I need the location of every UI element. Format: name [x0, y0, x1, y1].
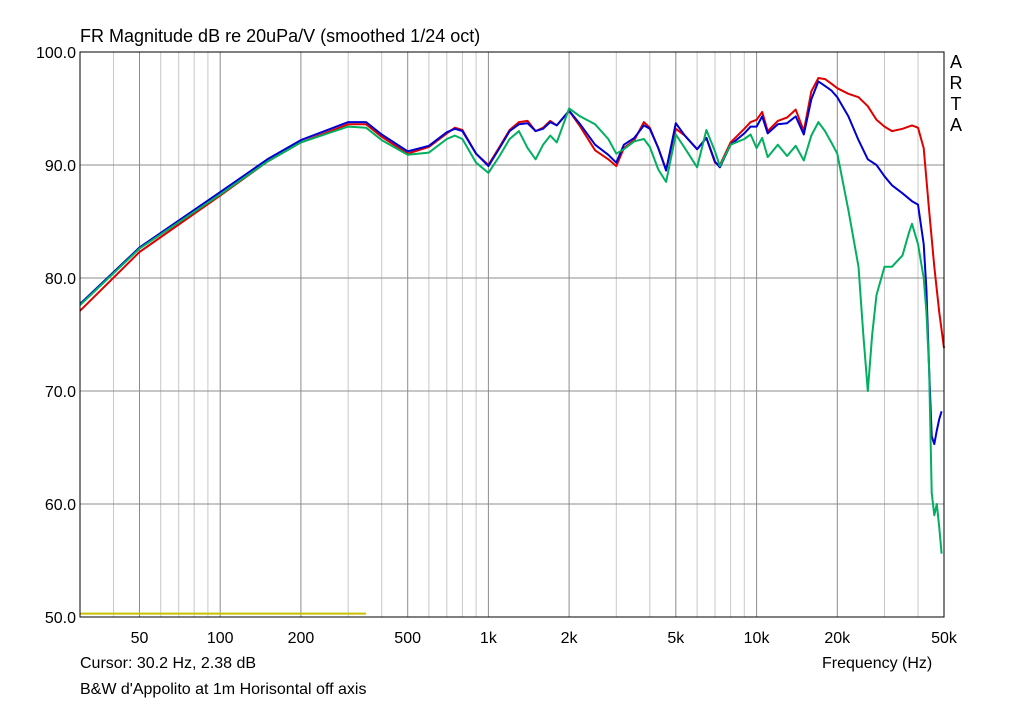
arta-letter: R [949, 73, 963, 93]
arta-letter: A [949, 52, 962, 72]
x-axis-label: Frequency (Hz) [822, 655, 933, 672]
y-tick-label: 70.0 [45, 384, 76, 401]
x-tick-label: 500 [394, 630, 421, 647]
series-line [79, 80, 943, 446]
x-tick-label: 2k [561, 630, 579, 647]
chart-title: FR Magnitude dB re 20uPa/V (smoothed 1/2… [80, 26, 481, 46]
x-tick-label: 1k [480, 630, 498, 647]
cursor-readout: Cursor: 30.2 Hz, 2.38 dB [80, 655, 257, 672]
measurement-caption: B&W d'Appolito at 1m Horisontal off axis [80, 681, 367, 698]
y-tick-label: 50.0 [45, 610, 76, 627]
y-tick-label: 60.0 [45, 497, 76, 514]
x-tick-label: 50k [931, 630, 958, 647]
x-tick-label: 5k [667, 630, 685, 647]
series-line [79, 77, 945, 349]
y-tick-label: 90.0 [45, 158, 76, 175]
plot-frame [79, 51, 945, 618]
x-tick-label: 10k [744, 630, 771, 647]
x-tick-label: 100 [207, 630, 234, 647]
arta-letter: T [950, 94, 962, 114]
y-tick-label: 80.0 [45, 271, 76, 288]
arta-watermark: A R T A [948, 52, 964, 136]
series-line [79, 107, 943, 554]
x-tick-label: 50 [131, 630, 149, 647]
arta-letter: A [949, 115, 962, 135]
x-tick-label: 200 [288, 630, 315, 647]
y-tick-label: 100.0 [36, 45, 76, 62]
x-tick-label: 20k [824, 630, 851, 647]
